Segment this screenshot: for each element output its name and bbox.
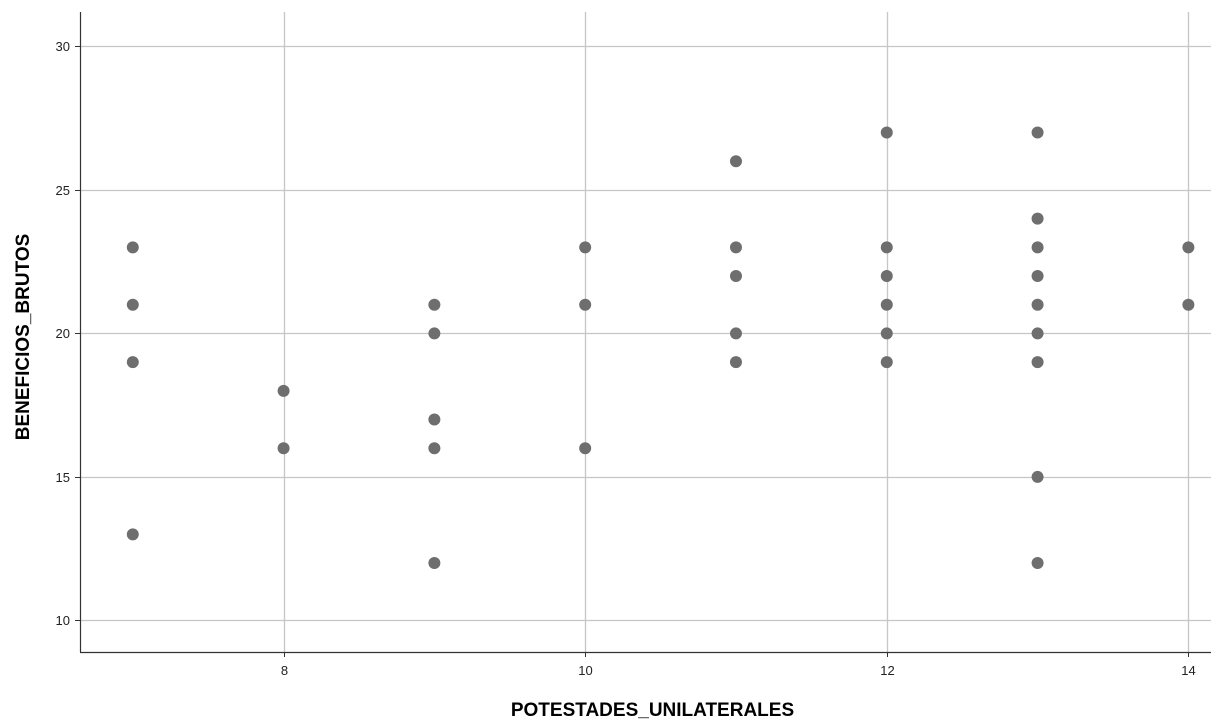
data-point: [880, 241, 893, 254]
data-point: [126, 528, 139, 541]
data-point: [1031, 298, 1044, 311]
data-point: [428, 327, 441, 340]
x-tick-label: 10: [578, 663, 592, 678]
data-point: [126, 241, 139, 254]
tick-labels: 8 10 12 14 10 15 20 25 30: [56, 39, 1196, 678]
data-point: [277, 384, 290, 397]
data-point: [729, 327, 742, 340]
data-point: [729, 155, 742, 168]
axes-layer: [75, 12, 1211, 657]
data-point: [729, 241, 742, 254]
data-point: [428, 557, 441, 570]
y-tick-label: 30: [56, 39, 70, 54]
data-point: [1182, 241, 1195, 254]
x-tick-label: 14: [1181, 663, 1195, 678]
data-point: [579, 298, 592, 311]
data-point: [880, 356, 893, 369]
data-point: [1182, 298, 1195, 311]
data-point: [880, 126, 893, 139]
data-point: [729, 270, 742, 283]
data-point: [1031, 270, 1044, 283]
data-point: [880, 327, 893, 340]
y-tick-label: 20: [56, 326, 70, 341]
data-point: [729, 356, 742, 369]
data-point: [1031, 126, 1044, 139]
y-axis-title: BENEFICIOS_BRUTOS: [13, 234, 34, 441]
data-point: [126, 298, 139, 311]
data-point: [277, 442, 290, 455]
data-points: [126, 126, 1195, 570]
y-tick-label: 25: [56, 183, 70, 198]
data-point: [880, 270, 893, 283]
data-point: [428, 298, 441, 311]
data-point: [428, 413, 441, 426]
data-point: [880, 298, 893, 311]
data-point: [579, 442, 592, 455]
y-tick-label: 10: [56, 613, 70, 628]
x-axis-title: POTESTADES_UNILATERALES: [511, 700, 794, 721]
data-point: [1031, 557, 1044, 570]
x-tick-label: 8: [281, 663, 288, 678]
data-point: [1031, 241, 1044, 254]
data-point: [579, 241, 592, 254]
data-point: [1031, 212, 1044, 225]
data-point: [1031, 327, 1044, 340]
y-tick-label: 15: [56, 470, 70, 485]
data-point: [1031, 470, 1044, 483]
grid-layer: [80, 12, 1211, 652]
data-point: [1031, 356, 1044, 369]
x-tick-label: 12: [880, 663, 894, 678]
data-point: [428, 442, 441, 455]
data-point: [126, 356, 139, 369]
